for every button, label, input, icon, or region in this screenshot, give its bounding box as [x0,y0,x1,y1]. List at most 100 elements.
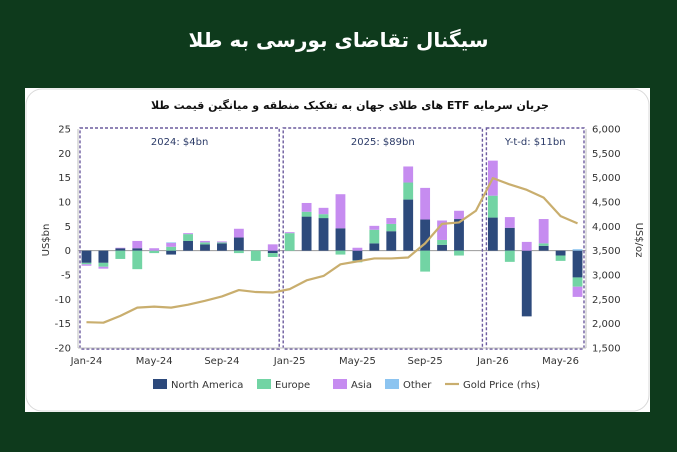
bar-segment [166,246,177,251]
bar-segment [149,248,160,251]
y-tick-label-left: 0 [65,246,71,257]
x-tick-label: Jan-25 [273,356,306,367]
y-tick-label-left: 5 [65,222,71,233]
bar-segment [200,240,210,243]
y-tick-label-left: -5 [61,271,71,282]
legend-label: Other [403,380,432,391]
bar-segment [386,218,397,224]
bar-segment [115,250,126,259]
period-label: 2024: $4bn [151,137,208,148]
legend-label: North America [171,380,243,391]
bar-segment [369,243,380,251]
bar-segment [386,223,397,232]
x-tick-label: Jan-24 [70,356,103,367]
bar-segment [217,241,227,243]
y-tick-label-left: 25 [58,125,71,136]
bar-segment [149,250,160,254]
bar-segment [284,232,295,234]
y-tick-label-right: 3,500 [592,246,621,257]
y-tick-label-right: 6,000 [592,125,621,136]
bar-segment [420,219,431,251]
bar-segment [200,244,210,251]
bar-segment [369,225,380,230]
bar-segment [81,264,92,266]
bar-segment [437,220,447,240]
y-tick-label-left: 20 [58,149,71,160]
bar-segment [318,207,329,215]
y-tick-label-right: 2,500 [592,295,621,306]
bar-segment [521,250,532,317]
bar-segment [420,250,431,272]
bar-segment [301,216,312,251]
bar-segment [386,231,397,251]
bar-segment [301,211,312,217]
bar-segment [284,233,295,251]
bar-segment [166,242,177,243]
legend-label: Asia [351,380,372,391]
x-tick-label: Sep-24 [204,356,239,367]
legend-swatch [153,379,167,389]
bar-segment [233,250,244,254]
bar-layer [81,160,583,317]
bar-segment [98,266,109,269]
chart-title: جریان سرمایه ETF های طلای جهان به تفکیک … [151,99,549,112]
bar-segment [318,218,329,251]
bar-segment [115,247,126,249]
bar-segment [166,250,177,255]
x-tick-label: May-26 [542,356,579,367]
bar-segment [352,250,363,261]
bar-segment [335,194,346,229]
bar-segment [98,250,109,263]
bar-segment [233,237,244,251]
bar-segment [504,250,515,262]
legend-swatch [257,379,271,389]
bar-segment [555,250,566,256]
legend: North America Europe Asia Other Gold Price (… [153,379,540,391]
bar-segment [250,250,261,261]
bar-segment [504,217,515,228]
x-tick-label: May-25 [339,356,376,367]
bar-segment [166,242,177,247]
bar-segment [81,250,92,263]
bar-segment [369,229,380,244]
bar-segment [403,199,414,251]
bar-segment [267,244,278,251]
y-tick-label-left: -20 [55,344,71,355]
bar-segment [267,253,278,257]
bar-segment [538,245,549,251]
bar-segment [437,239,447,245]
bar-segment [437,244,447,251]
etf-flow-chart: جریان سرمایه ETF های طلای جهان به تفکیک … [25,88,650,412]
bar-segment [538,219,549,244]
y-tick-label-right: 5,500 [592,149,621,160]
bar-segment [233,228,244,238]
chart-card: جریان سرمایه ETF های طلای جهان به تفکیک … [25,88,650,412]
bar-segment [335,250,346,255]
bar-segment [335,228,346,251]
y-tick-label-right: 5,000 [592,173,621,184]
y-tick-label-left: -15 [55,319,71,330]
y-tick-label-left: 15 [58,173,71,184]
bar-segment [403,182,414,200]
y-tick-label-right: 3,000 [592,271,621,282]
legend-label: Gold Price (rhs) [463,380,540,391]
bar-segment [98,262,109,267]
x-tick-label: Sep-25 [408,356,443,367]
y-tick-label-right: 2,000 [592,319,621,330]
bar-segment [454,210,464,220]
bar-segment [183,240,193,251]
bar-segment [572,249,583,251]
y-tick-label-left: -10 [55,295,71,306]
y-tick-label-left: 10 [58,198,71,209]
gold-line-layer [86,177,578,324]
period-box [485,127,585,350]
bar-segment [504,227,515,251]
y-tick-label-right: 1,500 [592,344,621,355]
y-tick-label-right: 4,500 [592,198,621,209]
bar-segment [420,187,431,220]
bar-segment [572,277,583,287]
bar-segment [132,250,143,270]
bar-segment [538,243,549,246]
gold-price-line [86,177,578,324]
legend-swatch [385,379,399,389]
